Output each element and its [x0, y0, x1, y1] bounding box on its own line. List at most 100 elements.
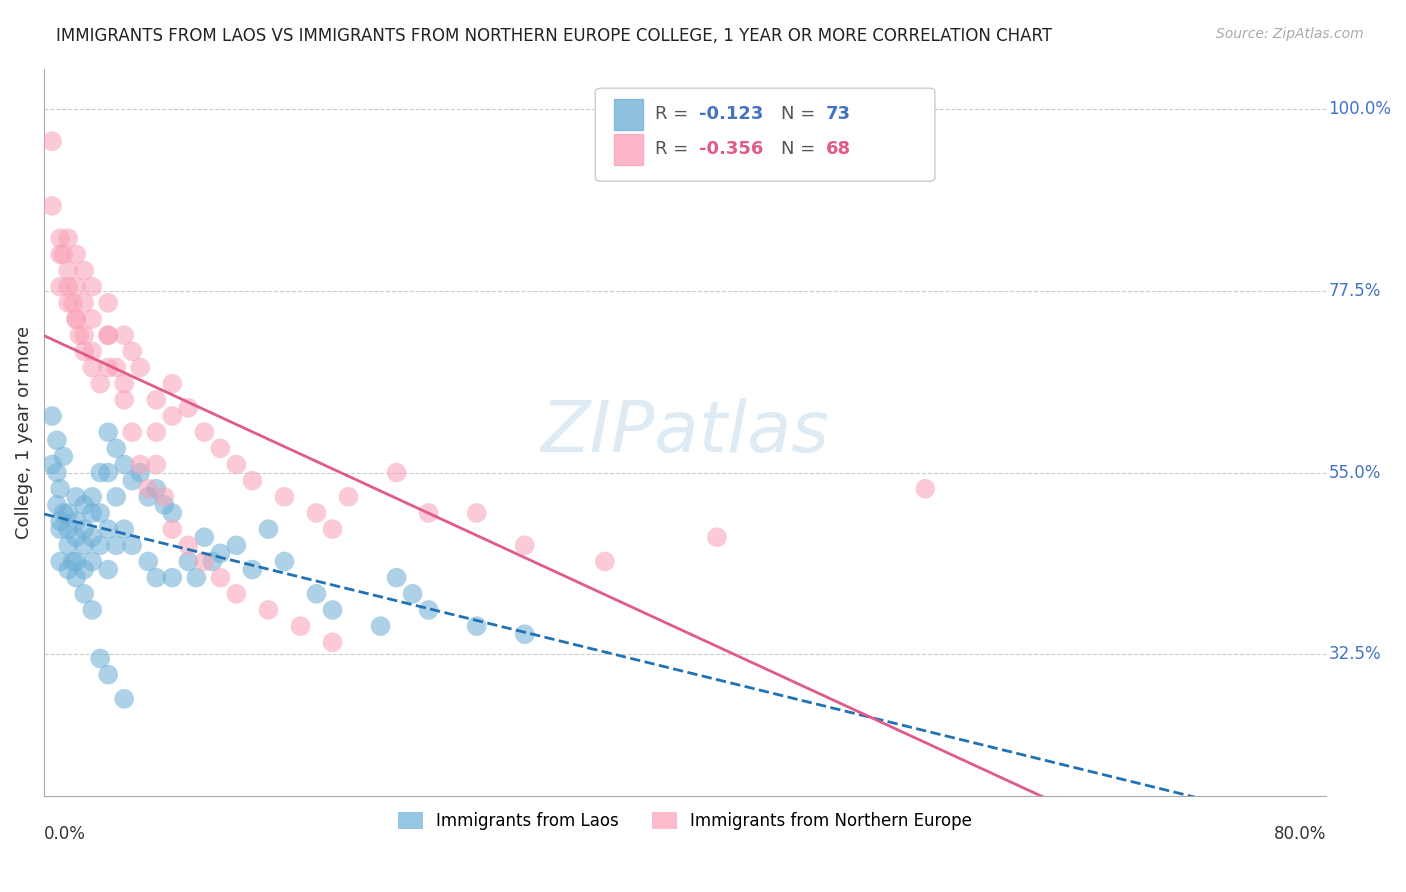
- Text: 80.0%: 80.0%: [1274, 825, 1326, 843]
- Point: [136, 482, 159, 496]
- Point: [162, 506, 184, 520]
- Point: [418, 603, 440, 617]
- Point: [45, 498, 67, 512]
- Point: [209, 442, 232, 456]
- Point: [41, 458, 63, 472]
- Point: [41, 409, 63, 423]
- Point: [49, 522, 72, 536]
- Point: [52, 247, 75, 261]
- Point: [65, 571, 87, 585]
- Point: [242, 474, 264, 488]
- Point: [162, 522, 184, 536]
- Point: [129, 466, 152, 480]
- Point: [65, 247, 87, 261]
- Point: [153, 498, 176, 512]
- Point: [209, 546, 232, 560]
- Point: [89, 506, 111, 520]
- Point: [89, 376, 111, 391]
- Bar: [614, 99, 643, 129]
- Point: [97, 522, 120, 536]
- Point: [257, 522, 280, 536]
- Point: [513, 627, 536, 641]
- Text: ZIPatlas: ZIPatlas: [540, 398, 830, 467]
- Point: [105, 442, 128, 456]
- Text: 77.5%: 77.5%: [1329, 282, 1381, 300]
- Text: N =: N =: [782, 104, 821, 122]
- Text: 73: 73: [825, 104, 851, 122]
- Text: 32.5%: 32.5%: [1329, 646, 1381, 664]
- Point: [465, 619, 488, 633]
- Point: [193, 554, 215, 568]
- Point: [56, 231, 79, 245]
- Point: [257, 603, 280, 617]
- Text: -0.123: -0.123: [699, 104, 763, 122]
- Point: [52, 450, 75, 464]
- Point: [465, 506, 488, 520]
- Point: [82, 490, 104, 504]
- Point: [242, 563, 264, 577]
- Point: [385, 466, 408, 480]
- Point: [56, 279, 79, 293]
- Point: [67, 328, 90, 343]
- Point: [145, 392, 167, 407]
- Text: 0.0%: 0.0%: [44, 825, 86, 843]
- Point: [418, 506, 440, 520]
- Point: [82, 360, 104, 375]
- Point: [82, 603, 104, 617]
- Point: [73, 587, 96, 601]
- Point: [49, 514, 72, 528]
- Point: [145, 458, 167, 472]
- Point: [321, 635, 343, 649]
- Point: [97, 466, 120, 480]
- Point: [914, 482, 936, 496]
- Point: [73, 328, 96, 343]
- Point: [49, 231, 72, 245]
- Point: [209, 571, 232, 585]
- Point: [129, 360, 152, 375]
- Point: [45, 434, 67, 448]
- Point: [136, 554, 159, 568]
- Text: Source: ZipAtlas.com: Source: ZipAtlas.com: [1216, 27, 1364, 41]
- Point: [290, 619, 312, 633]
- Point: [112, 522, 135, 536]
- Point: [97, 328, 120, 343]
- Point: [401, 587, 423, 601]
- Point: [97, 667, 120, 681]
- Point: [121, 538, 143, 552]
- Point: [97, 563, 120, 577]
- Point: [56, 538, 79, 552]
- Point: [706, 530, 728, 544]
- Point: [49, 279, 72, 293]
- Point: [97, 360, 120, 375]
- Point: [153, 490, 176, 504]
- Point: [273, 554, 295, 568]
- Text: 55.0%: 55.0%: [1329, 464, 1381, 482]
- Text: R =: R =: [655, 104, 695, 122]
- Point: [177, 401, 200, 415]
- Point: [225, 587, 247, 601]
- Point: [62, 554, 84, 568]
- Point: [73, 498, 96, 512]
- Point: [65, 312, 87, 326]
- Point: [73, 538, 96, 552]
- Point: [65, 312, 87, 326]
- Text: 68: 68: [825, 139, 851, 158]
- Point: [65, 490, 87, 504]
- Point: [305, 506, 328, 520]
- Point: [321, 603, 343, 617]
- Point: [193, 425, 215, 440]
- Point: [97, 296, 120, 310]
- Point: [273, 490, 295, 504]
- Point: [65, 514, 87, 528]
- Point: [56, 522, 79, 536]
- Point: [56, 563, 79, 577]
- Point: [73, 344, 96, 359]
- Point: [56, 506, 79, 520]
- Point: [41, 134, 63, 148]
- Point: [136, 490, 159, 504]
- FancyBboxPatch shape: [595, 88, 935, 181]
- Point: [52, 506, 75, 520]
- Text: N =: N =: [782, 139, 821, 158]
- Point: [105, 538, 128, 552]
- Point: [89, 651, 111, 665]
